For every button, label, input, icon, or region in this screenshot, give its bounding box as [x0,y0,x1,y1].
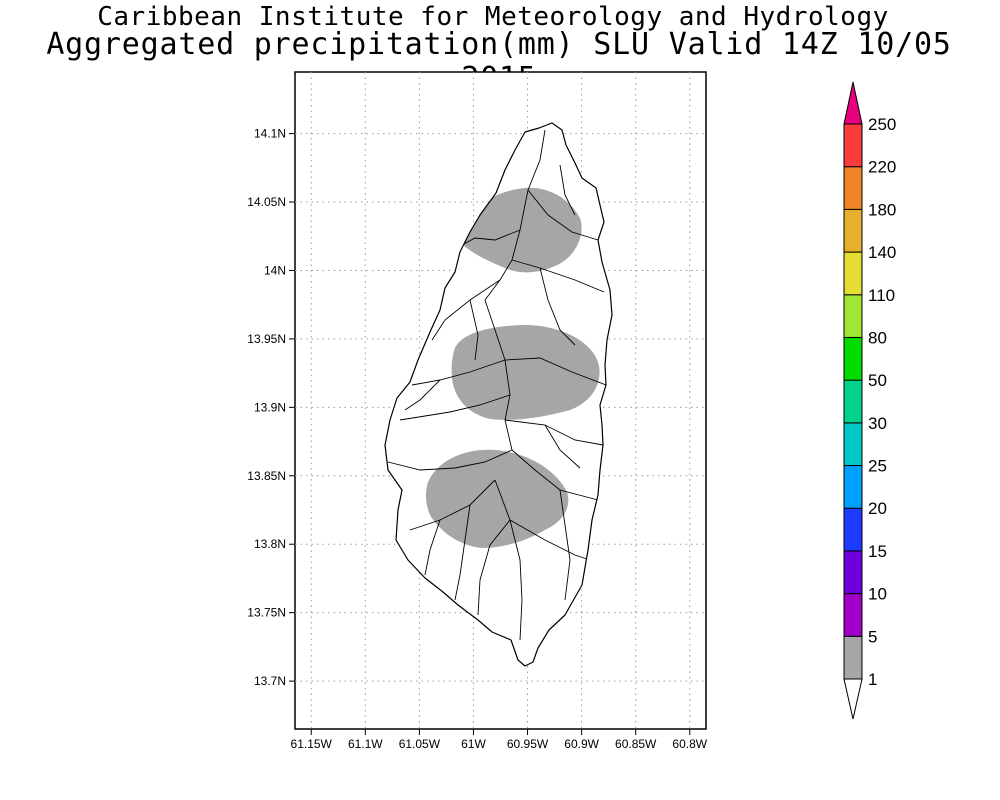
lon-tick-label: 61.1W [348,737,383,751]
colorbar-above-triangle [843,81,863,125]
lat-tick-label: 13.9N [254,400,286,414]
colorbar-level-label: 20 [868,499,887,518]
lon-tick-label: 60.85W [615,737,657,751]
lat-tick-label: 13.8N [254,537,286,551]
precip-area-north [462,187,582,273]
colorbar-level-label: 30 [868,414,887,433]
colorbar-level-label: 15 [868,542,887,561]
lat-tick-label: 13.7N [254,674,286,688]
precip-area-south [425,449,569,548]
colorbar-level-label: 80 [868,328,887,347]
colorbar-level-label: 140 [868,243,896,262]
colorbar-level-label: 10 [868,585,887,604]
colorbar-swatch [843,422,863,467]
lon-tick-label: 60.9W [564,737,599,751]
colorbar-swatch [843,208,863,253]
colorbar-level-label: 250 [868,115,896,134]
lon-tick-label: 60.95W [507,737,549,751]
colorbar-level-label: 110 [868,286,895,305]
lat-tick-label: 14.05N [247,195,286,209]
lat-tick-label: 13.95N [247,332,286,346]
lon-tick-label: 61.05W [399,737,441,751]
lon-axis: 61.15W 61.1W 61.05W 61W 60.95W 60.9W 60.85W 60.… [291,729,708,751]
colorbar-level-label: 180 [868,200,896,219]
island-coastline [384,122,613,667]
colorbar-swatch [843,251,863,296]
colorbar-level-label: 5 [868,627,877,646]
watershed-boundaries [387,129,607,641]
title-institute: Caribbean Institute for Meteorology and … [97,2,889,32]
colorbar-swatch [843,507,863,552]
colorbar-swatch [843,379,863,424]
colorbar-level-label: 50 [868,371,887,390]
colorbar-swatch [843,294,863,338]
colorbar-swatch [843,593,863,637]
colorbar-level-label: 1 [868,670,877,689]
lat-tick-label: 13.75N [247,606,286,620]
lon-tick-label: 61W [461,737,486,751]
colorbar-below-triangle [843,678,863,720]
colorbar-swatch [843,635,863,680]
colorbar-level-label: 220 [868,158,896,177]
lat-tick-label: 14N [264,263,286,277]
colorbar-level-label: 25 [868,457,887,476]
title-product: Aggregated precipitation(mm) SLU Valid 1… [46,27,952,96]
lat-axis: 14.1N 14.05N 14N 13.95N 13.9N 13.85N 13.8N 13.7… [247,127,295,688]
colorbar-swatch [843,465,863,509]
colorbar-swatch [843,123,863,168]
precip-area-central [451,325,600,420]
colorbar-swatch [843,550,863,595]
lat-tick-label: 13.85N [247,469,286,483]
lat-tick-label: 14.1N [254,127,286,141]
lon-tick-label: 60.8W [672,737,707,751]
colorbar-swatch [843,336,863,381]
colorbar-swatch [843,166,863,210]
lon-tick-label: 61.15W [291,737,333,751]
map-grid [295,72,706,729]
